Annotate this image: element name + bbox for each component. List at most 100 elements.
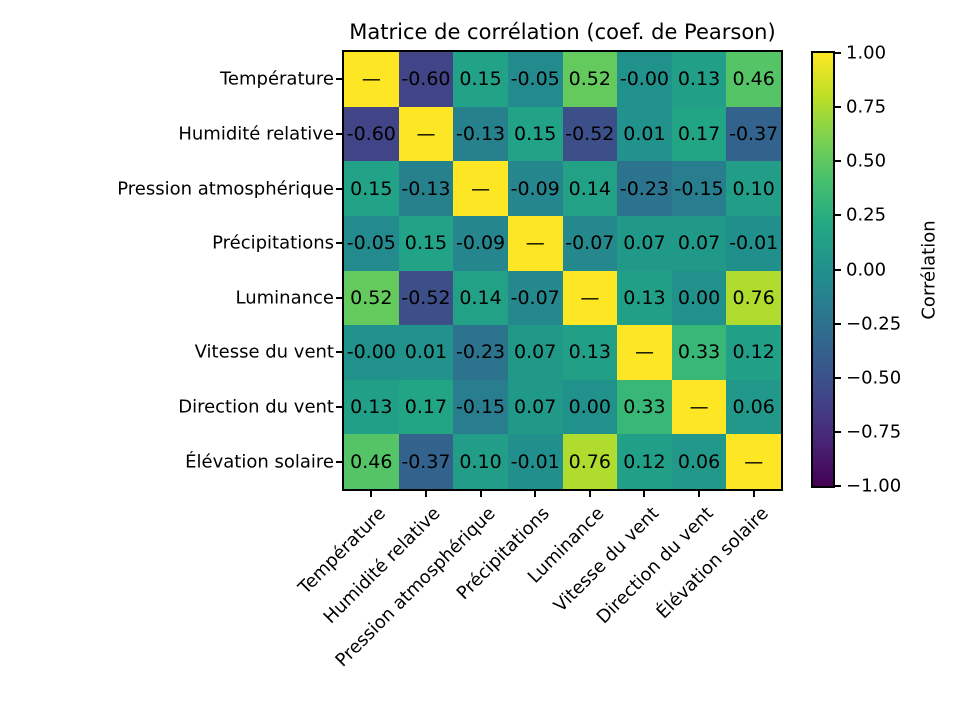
heatmap-cell: — xyxy=(507,215,563,271)
chart-title: Matrice de corrélation (coef. de Pearson… xyxy=(349,20,776,44)
heatmap-cell: 0.10 xyxy=(726,161,781,216)
heatmap-cell: — xyxy=(398,106,454,162)
x-tick-mark xyxy=(698,489,701,497)
heatmap-cell: 0.17 xyxy=(398,379,454,435)
colorbar-tick-mark xyxy=(834,430,841,433)
heatmap-cell: -0.37 xyxy=(398,434,454,489)
colorbar-tick-label: 0.75 xyxy=(846,96,887,118)
heatmap-cell: 0.33 xyxy=(617,379,672,435)
heatmap-cell: 0.17 xyxy=(671,106,727,162)
heatmap-cell: 0.15 xyxy=(507,106,563,162)
heatmap-cell: 0.33 xyxy=(671,325,727,380)
heatmap-cell: -0.60 xyxy=(398,52,454,107)
heatmap-cell: 0.14 xyxy=(562,161,618,216)
x-tick-mark xyxy=(370,489,373,497)
heatmap-cell: 0.14 xyxy=(453,270,508,326)
heatmap-cell: 0.06 xyxy=(671,434,727,489)
y-tick-mark xyxy=(336,351,344,354)
y-axis-label: Humidité relative xyxy=(178,123,334,145)
y-axis-label: Température xyxy=(219,68,334,90)
y-axis-label: Élévation solaire xyxy=(185,451,334,473)
colorbar-tick-label: −0.25 xyxy=(846,313,902,335)
colorbar-tick-mark xyxy=(834,376,841,379)
heatmap-cell: -0.01 xyxy=(726,215,781,271)
heatmap-cell: -0.09 xyxy=(507,161,563,216)
colorbar-tick-mark xyxy=(834,485,841,487)
heatmap-cell: -0.07 xyxy=(562,215,618,271)
heatmap-cell: — xyxy=(562,270,618,326)
heatmap-cell: 0.52 xyxy=(562,52,618,107)
heatmap-cell: 0.15 xyxy=(398,215,454,271)
heatmap-cell: 0.00 xyxy=(562,379,618,435)
heatmap-cell: 0.52 xyxy=(344,270,399,326)
x-tick-mark xyxy=(752,489,755,497)
colorbar-tick-mark xyxy=(834,268,841,271)
colorbar-tick-label: −1.00 xyxy=(846,475,902,497)
colorbar-axis-label: Corrélation xyxy=(918,220,940,320)
heatmap-cell: -0.05 xyxy=(507,52,563,107)
heatmap-cell: -0.37 xyxy=(726,106,781,162)
heatmap-cell: 0.01 xyxy=(617,106,672,162)
colorbar xyxy=(811,51,835,488)
y-axis-label: Précipitations xyxy=(212,232,334,254)
heatmap-cell: -0.00 xyxy=(344,325,399,380)
x-tick-mark xyxy=(479,489,482,497)
heatmap-cell: — xyxy=(726,434,781,489)
heatmap-cell: 0.13 xyxy=(671,52,727,107)
heatmap-cell: 0.10 xyxy=(453,434,508,489)
y-axis-label: Direction du vent xyxy=(178,396,334,418)
colorbar-tick-mark xyxy=(834,322,841,325)
heatmap-cell: -0.07 xyxy=(507,270,563,326)
heatmap-cell: -0.15 xyxy=(671,161,727,216)
heatmap-cell: -0.13 xyxy=(453,106,508,162)
y-tick-mark xyxy=(336,406,344,409)
heatmap-cell: 0.07 xyxy=(671,215,727,271)
heatmap-cell: -0.05 xyxy=(344,215,399,271)
x-tick-mark xyxy=(643,489,646,497)
heatmap-cell: 0.00 xyxy=(671,270,727,326)
heatmap-cell: -0.15 xyxy=(453,379,508,435)
colorbar-tick-label: 1.00 xyxy=(846,42,887,64)
heatmap-grid: — -0.60 0.15 -0.05 0.52 -0.00 0.13 0.46 -0.60— -0… xyxy=(342,50,783,491)
x-tick-mark xyxy=(424,489,427,497)
heatmap-cell: 0.46 xyxy=(726,52,781,107)
heatmap-cell: 0.01 xyxy=(398,325,454,380)
y-tick-mark xyxy=(336,296,344,299)
colorbar-tick-mark xyxy=(834,214,841,217)
heatmap-cell: -0.23 xyxy=(453,325,508,380)
heatmap-cell: 0.15 xyxy=(344,161,399,216)
y-tick-mark xyxy=(336,187,344,190)
heatmap-cell: 0.06 xyxy=(726,379,781,435)
colorbar-tick-mark xyxy=(834,52,841,54)
heatmap-cell: 0.13 xyxy=(617,270,672,326)
colorbar-tick-label: −0.50 xyxy=(846,367,902,389)
colorbar-tick-label: 0.25 xyxy=(846,204,887,226)
colorbar-tick-label: 0.00 xyxy=(846,259,887,280)
y-tick-mark xyxy=(336,460,344,463)
heatmap-cell: 0.07 xyxy=(507,325,563,380)
heatmap-cell: -0.23 xyxy=(617,161,672,216)
y-tick-mark xyxy=(336,132,344,135)
heatmap-cell: 0.76 xyxy=(726,270,781,326)
heatmap-cell: 0.12 xyxy=(726,325,781,380)
y-tick-mark xyxy=(336,78,344,81)
y-tick-mark xyxy=(336,242,344,245)
heatmap-cell: 0.13 xyxy=(562,325,618,380)
heatmap-cell: 0.46 xyxy=(344,434,399,489)
heatmap-cell: 0.15 xyxy=(453,52,508,107)
heatmap-cell: — xyxy=(453,161,508,216)
heatmap-cell: -0.52 xyxy=(398,270,454,326)
colorbar-tick-label: 0.50 xyxy=(846,150,887,172)
x-tick-mark xyxy=(534,489,537,497)
y-axis-label: Vitesse du vent xyxy=(194,341,334,363)
heatmap-cell: 0.76 xyxy=(562,434,618,489)
heatmap-cell: 0.12 xyxy=(617,434,672,489)
heatmap-cell: -0.01 xyxy=(507,434,563,489)
heatmap-cell: 0.07 xyxy=(617,215,672,271)
colorbar-tick-label: −0.75 xyxy=(846,421,902,443)
y-axis-label: Pression atmosphérique xyxy=(117,178,334,200)
heatmap-cell: 0.07 xyxy=(507,379,563,435)
y-axis-label: Luminance xyxy=(235,287,334,309)
heatmap-cell: — xyxy=(617,325,672,380)
